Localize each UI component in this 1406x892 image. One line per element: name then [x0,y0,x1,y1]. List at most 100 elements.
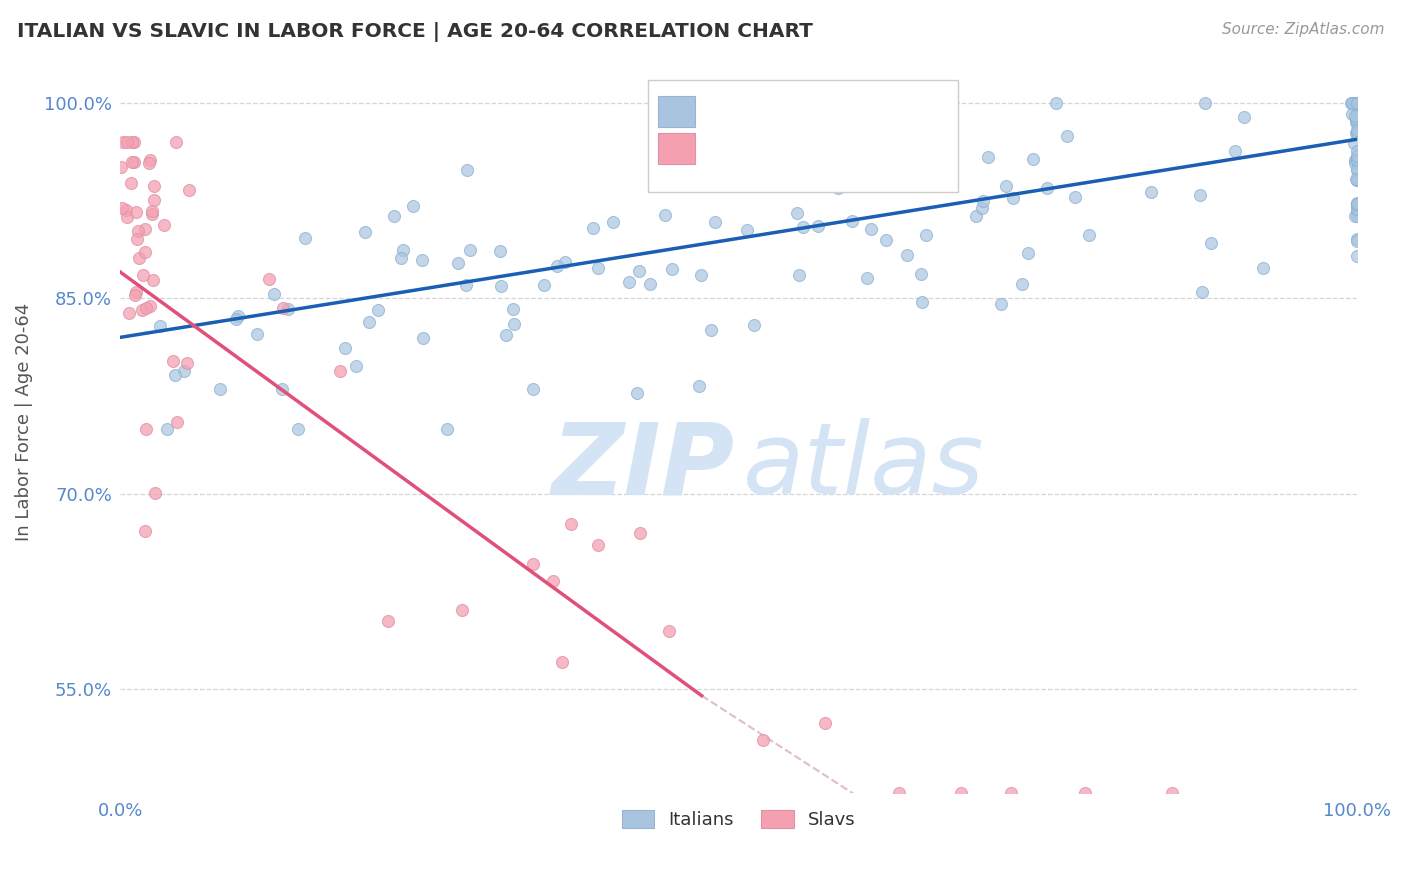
Point [661,262,683,277]
Point [389,251,412,265]
Point [602,215,624,229]
Point [115,210,138,224]
Point [1346,126,1368,140]
Point [149,319,172,334]
Point [271,383,294,397]
Point [927,173,949,187]
Point [127,224,149,238]
Point [640,277,662,291]
Point [359,315,381,329]
Point [1346,153,1368,168]
Point [1002,190,1025,204]
Point [138,156,160,170]
Point [402,199,425,213]
Point [856,271,879,285]
Point [1346,173,1368,187]
Point [143,193,166,207]
Point [875,233,897,247]
Point [522,383,544,397]
Point [367,302,389,317]
Point [135,301,157,316]
Text: ITALIAN VS SLAVIC IN LABOR FORCE | AGE 20-64 CORRELATION CHART: ITALIAN VS SLAVIC IN LABOR FORCE | AGE 2… [17,22,813,42]
Point [704,215,727,229]
Point [329,363,352,377]
Point [125,205,148,219]
Point [1346,197,1368,211]
Point [744,318,766,333]
Point [115,202,138,217]
Point [122,135,145,149]
Point [124,155,146,169]
Y-axis label: In Labor Force | Age 20-64: In Labor Force | Age 20-64 [15,303,32,541]
Point [910,267,932,281]
Point [208,383,231,397]
Point [1253,261,1275,276]
Point [354,225,377,239]
Point [1011,277,1033,291]
Point [1045,95,1067,110]
Point [112,135,135,149]
Point [153,218,176,232]
Point [581,221,603,235]
Point [1346,198,1368,212]
Point [447,256,470,270]
Text: 0.555: 0.555 [769,103,827,120]
Point [1346,232,1368,246]
Point [792,220,814,235]
Point [1346,122,1368,136]
Point [841,213,863,227]
Point [131,303,153,318]
Point [1346,112,1368,126]
Point [990,297,1012,311]
Point [807,219,830,233]
Point [700,323,723,337]
Point [690,268,713,282]
Point [995,178,1018,193]
Point [246,326,269,341]
Point [617,275,640,289]
Point [1343,209,1365,223]
Point [1346,95,1368,110]
Text: R =: R = [707,103,741,120]
Point [489,279,512,293]
Point [626,386,648,401]
Point [628,526,651,541]
Point [1340,95,1362,110]
Point [1225,144,1247,158]
Point [139,299,162,313]
Point [176,356,198,370]
Point [1346,198,1368,212]
Point [1344,95,1367,110]
Point [134,244,156,259]
Point [134,222,156,236]
Point [522,557,544,571]
Point [800,147,823,161]
Point [287,421,309,435]
Point [965,209,987,223]
Point [896,248,918,262]
Point [458,244,481,258]
Point [533,277,555,292]
Text: ZIP: ZIP [553,418,735,515]
Point [165,368,187,383]
Text: N =: N = [838,103,872,120]
Point [134,524,156,538]
Point [911,295,934,310]
Point [688,378,710,392]
Point [141,203,163,218]
Point [1346,153,1368,168]
Point [263,287,285,301]
Point [1341,95,1364,110]
Point [456,163,478,178]
Point [165,135,187,149]
Point [502,301,524,316]
Point [860,222,883,236]
Point [277,302,299,317]
Point [783,178,806,193]
Point [911,160,934,174]
Point [138,153,160,167]
Point [735,223,758,237]
Point [658,624,681,639]
Text: N =: N = [851,140,884,158]
Point [628,264,651,278]
